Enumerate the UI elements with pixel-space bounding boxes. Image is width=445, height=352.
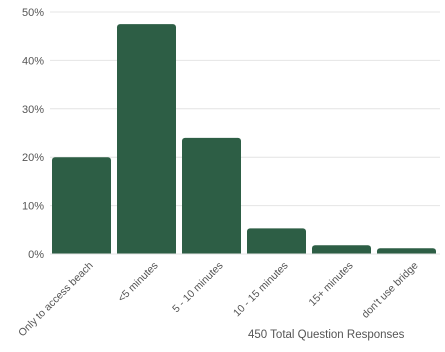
x-tick-label: don't use bridge	[360, 260, 421, 321]
y-tick-label: 30%	[22, 104, 44, 116]
bar	[182, 137, 241, 254]
bar-base	[182, 251, 241, 254]
x-tick-label: Only to access beach	[16, 260, 96, 340]
y-tick-label: 40%	[22, 55, 44, 67]
y-tick-label: 10%	[22, 201, 44, 213]
x-tick-label: 10 - 15 minutes	[231, 260, 291, 320]
bar	[52, 157, 111, 254]
bar	[117, 24, 176, 254]
bar-base	[52, 251, 111, 254]
total-responses-label: 450 Total Question Responses	[248, 329, 405, 341]
y-tick-label: 50%	[22, 7, 44, 19]
x-tick-label: 15+ minutes	[306, 260, 355, 309]
bar	[247, 228, 306, 254]
bar-base	[117, 251, 176, 254]
y-tick-label: 0%	[28, 249, 44, 261]
x-tick-label: 5 - 10 minutes	[170, 260, 226, 316]
y-tick-label: 20%	[22, 152, 44, 164]
x-tick-label: <5 minutes	[116, 260, 161, 305]
bar-base	[312, 251, 371, 254]
bar-base	[377, 251, 436, 254]
bar-base	[247, 251, 306, 254]
